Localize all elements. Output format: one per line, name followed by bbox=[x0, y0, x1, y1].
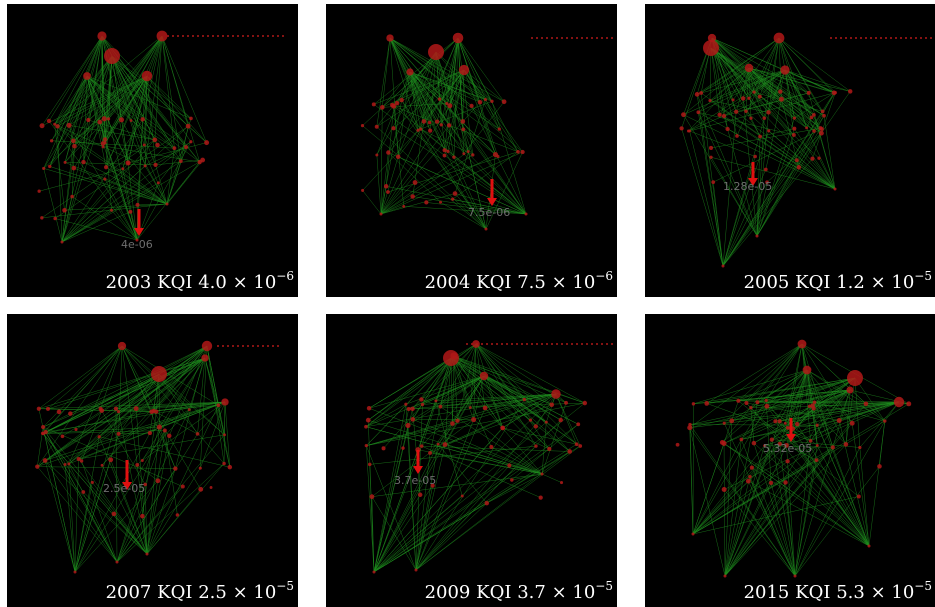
down-arrow-icon bbox=[786, 418, 796, 442]
graph-panel-2007: 2.5e-05 2007 KQI 2.5 × 10−5 bbox=[7, 314, 298, 607]
graph-edges bbox=[689, 343, 909, 577]
marker-value: 4e-06 bbox=[121, 238, 153, 251]
network-graph bbox=[364, 340, 616, 574]
panel-caption: 2003 KQI 4.0 × 10−6 bbox=[105, 269, 294, 293]
graph-nodes bbox=[679, 32, 853, 268]
marker-value: 1.28e-05 bbox=[723, 180, 773, 193]
down-arrow-icon bbox=[413, 450, 423, 474]
graph-edges bbox=[39, 35, 207, 243]
graph-edges bbox=[362, 37, 527, 230]
network-graph bbox=[360, 32, 616, 231]
panel-caption: 2005 KQI 1.2 × 10−5 bbox=[743, 269, 932, 293]
network-graph bbox=[675, 339, 912, 578]
graph-edges bbox=[37, 345, 231, 573]
marker-value: 7.5e-06 bbox=[468, 206, 511, 219]
marker-value: 3.7e-05 bbox=[394, 474, 437, 487]
graph-panel-2005: 1.28e-05 2005 KQI 1.2 × 10−5 bbox=[645, 4, 935, 297]
graph-nodes bbox=[35, 340, 233, 574]
network-graph bbox=[679, 32, 935, 268]
network-graph bbox=[35, 340, 282, 574]
panel-caption: 2007 KQI 2.5 × 10−5 bbox=[105, 579, 294, 603]
network-graph bbox=[37, 30, 287, 244]
panel-caption: 2009 KQI 3.7 × 10−5 bbox=[424, 579, 613, 603]
graph-nodes bbox=[675, 339, 912, 578]
marker-value: 5.32e-05 bbox=[763, 442, 813, 455]
down-arrow-icon bbox=[487, 179, 497, 206]
graph-nodes bbox=[360, 32, 528, 231]
marker-value: 2.5e-05 bbox=[103, 482, 146, 495]
graph-edges bbox=[681, 37, 851, 267]
graph-nodes bbox=[364, 340, 588, 574]
down-arrow-icon bbox=[122, 460, 132, 490]
graph-nodes bbox=[37, 30, 210, 244]
down-arrow-icon bbox=[748, 162, 758, 186]
graph-edges bbox=[365, 343, 585, 573]
graph-panel-2009: 3.7e-05 2009 KQI 3.7 × 10−5 bbox=[326, 314, 617, 607]
graph-panel-2004: 7.5e-06 2004 KQI 7.5 × 10−6 bbox=[326, 4, 617, 297]
panel-caption: 2004 KQI 7.5 × 10−6 bbox=[424, 269, 613, 293]
down-arrow-icon bbox=[134, 209, 144, 236]
panel-caption: 2015 KQI 5.3 × 10−5 bbox=[743, 579, 932, 603]
graph-panel-2003: 4e-06 2003 KQI 4.0 × 10−6 bbox=[7, 4, 298, 297]
graph-panel-2015: 5.32e-05 2015 KQI 5.3 × 10−5 bbox=[645, 314, 935, 607]
